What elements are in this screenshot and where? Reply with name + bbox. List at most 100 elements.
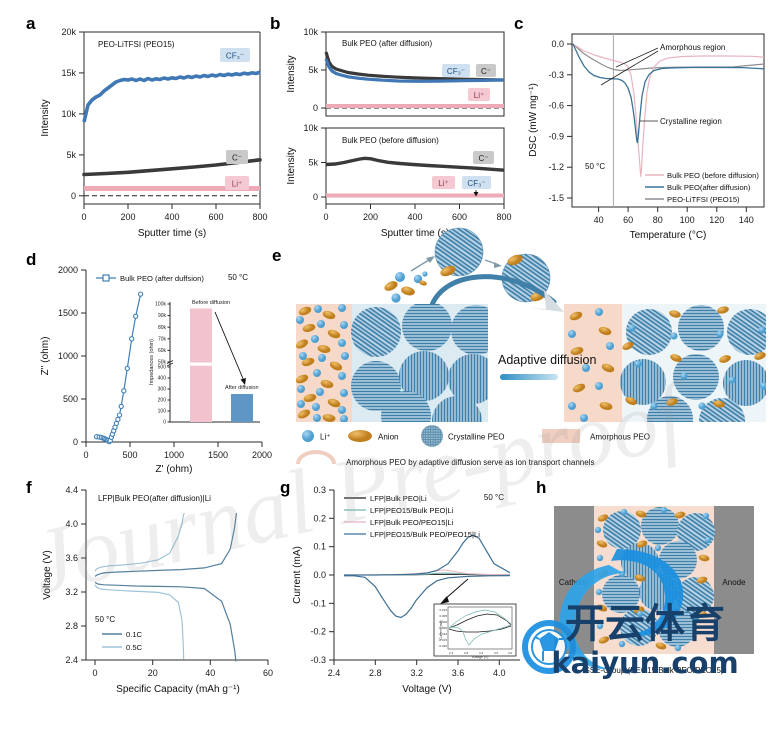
panel-f-ylabel: Voltage (V) [42,550,53,599]
curved-arrow-shaft [427,274,557,315]
inset-xtick: 2.4 [449,651,454,655]
panel-a-xlabel: Sputter time (s) [138,228,206,239]
legend-label: 0.1C [126,630,143,639]
panel-g-ylabel: Current (mA) [292,546,303,604]
panel-f-label: f [26,478,32,497]
inset-ytick: -0.005 [438,626,447,630]
panel-d-axes: 0 500 1000 1500 2000 0 500 1000 1500 200… [58,265,272,460]
inset-pointer-arrow [443,578,469,601]
panel-c-chart: 0.0 -0.3 -0.6 -0.9 -1.2 -1.5 40 60 80 10… [528,33,765,241]
panel-c-ylabel: DSC (mW mg⁻¹) [528,83,539,157]
tick-label: 0.0 [551,39,564,49]
panel-h-label: h [536,478,547,497]
series-after-diffusion [572,43,765,144]
annot-crystalline: Crystalline region [660,117,722,126]
inset-xlabel: Voltage (V) [472,655,489,659]
inset-ytick: 0.010 [439,608,447,612]
inset-tick: 60k [158,348,167,354]
badge-label: CF₃⁻ [447,67,465,76]
badge-label: C⁻ [232,154,242,163]
panel-a: a 0 5k 10k 15k 20k 0 200 400 [22,12,272,244]
tick-label: 1000 [164,450,184,460]
panel-e-label: e [272,246,282,265]
tick-label: 10k [61,109,76,119]
badge-c-bottom: C⁻ [473,151,494,164]
series-01c-charge [94,512,238,577]
panel-e-caption: Amorphous PEO by adaptive diffusion serv… [346,458,594,467]
tick-label: 3.2 [410,668,423,678]
tick-label: 0 [83,450,88,460]
panel-f-xlabel: Specific Capacity (mAh g⁻¹) [116,684,240,695]
panel-f-chart: 2.4 2.8 3.2 3.6 4.0 4.4 0 20 40 60 Speci… [42,485,273,695]
panel-d-chart: 0 500 1000 1500 2000 0 500 1000 1500 200… [40,265,272,475]
inset-bar-break-gap [188,362,214,366]
small-arrow-head-2 [494,262,502,268]
tick-label: -0.1 [310,598,326,608]
inset-ytick: 0.000 [439,620,447,624]
inset-ylabel: Current (mA) [439,620,443,640]
tick-label: 15k [61,68,76,78]
series-05c-charge [94,512,185,572]
left-structure [296,304,488,422]
legend-label: LFP|PEO15/Bulk PEO|Li [370,506,454,515]
panel-d-xlabel: Z' (ohm) [156,464,193,475]
tick-label: 1500 [58,308,78,318]
inset-ytick: -0.020 [438,644,447,648]
panel-g-temperature: 50 °C [484,493,504,502]
panel-c-axes: 0.0 -0.3 -0.6 -0.9 -1.2 -1.5 40 60 80 10… [548,33,765,225]
annot-amorphous-leader1 [615,47,659,68]
tick-label: -0.3 [548,70,564,80]
tick-label: -1.5 [548,193,564,203]
inset-tick: 50k [158,360,167,366]
legend-icon-crystalline-peo [421,425,443,447]
badge-label: Li⁺ [474,91,484,100]
tick-label: 10k [303,27,318,37]
tick-label: 1000 [58,351,78,361]
axis-break [166,360,174,364]
panel-d-inset: 0 100 200 300 400 500 50k 60k 70k 80k [149,300,260,426]
legend-label: 0.5C [126,643,143,652]
legend-icon-li-ion [302,430,314,442]
panel-b-top-ylabel: Intensity [286,55,297,92]
right-structure [564,304,766,422]
badge-c-top: C⁻ [476,64,496,77]
anode-block [714,506,754,654]
tick-label: 0 [323,212,328,222]
tick-label: -0.9 [548,131,564,141]
panel-d-ylabel: Z'' (ohm) [40,337,51,376]
tick-label: 0.2 [313,513,326,523]
inset-arrow-head [240,378,246,385]
right-amorphous-ions [568,308,615,422]
inset-xtick: 3.2 [479,651,484,655]
panel-e-legend: Li⁺ Anion Crystalline PEO Amorphous PEO … [296,425,650,467]
arrow-head [473,192,479,197]
tick-label: 800 [252,212,267,222]
free-ions-cluster [384,271,428,303]
right-crystallites [620,305,766,422]
panel-g-axes: 0.3 0.2 0.1 0.0 -0.1 -0.2 -0.3 2.4 2.8 3… [310,485,520,678]
legend-label-li: Li⁺ [320,433,330,442]
series-sse-group-reduction [344,575,511,619]
tick-label: 400 [407,212,422,222]
series-cf3 [82,70,261,123]
badge-cf3-bottom: CF₃⁻ [462,176,491,189]
series-05c-discharge [94,584,185,660]
inset-bar-label-after: After diffusion [225,385,259,391]
left-crystallites [351,304,488,422]
inset-bar-after [231,394,253,422]
panel-a-x-ticks: 0 200 400 600 800 [81,204,268,222]
tick-label: 0.0 [313,570,326,580]
panel-b-bottom-title: Bulk PEO (before diffusion) [342,136,439,145]
panel-g-label: g [280,478,291,497]
badge-cf3-top: CF₃⁻ [442,64,470,77]
panel-h-caption: SSE-Group (PEO15/Bulk PEO/PEO15) [584,666,724,675]
inset-xtick: 4.0 [508,651,513,655]
figure-root: a 0 5k 10k 15k 20k 0 200 400 [21,12,766,695]
legend-label: Bulk PEO (after duffsion) [120,274,204,283]
right-channel-ions [622,306,766,410]
inset-ylabel: Impedances (ohm) [149,339,155,385]
panel-c-marker-label: 50 °C [585,162,605,171]
panel-h-diagram: Cathode Anode SSE-Group (PEO15/Bulk PEO/… [554,506,754,675]
inset-xtick: 3.6 [494,651,499,655]
inset-series-teal-red [448,624,512,646]
